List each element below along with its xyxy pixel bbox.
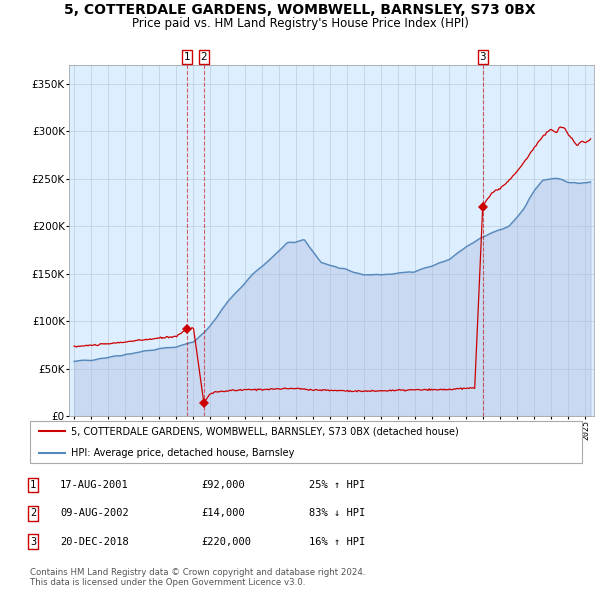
Text: 83% ↓ HPI: 83% ↓ HPI bbox=[309, 509, 365, 518]
Text: 1: 1 bbox=[30, 480, 36, 490]
Text: 16% ↑ HPI: 16% ↑ HPI bbox=[309, 537, 365, 546]
Text: 1: 1 bbox=[184, 52, 190, 62]
Text: £14,000: £14,000 bbox=[201, 509, 245, 518]
Text: 2: 2 bbox=[30, 509, 36, 518]
Text: £92,000: £92,000 bbox=[201, 480, 245, 490]
FancyBboxPatch shape bbox=[30, 421, 582, 463]
Text: 3: 3 bbox=[479, 52, 486, 62]
Text: Price paid vs. HM Land Registry's House Price Index (HPI): Price paid vs. HM Land Registry's House … bbox=[131, 17, 469, 30]
Text: 17-AUG-2001: 17-AUG-2001 bbox=[60, 480, 129, 490]
Text: 09-AUG-2002: 09-AUG-2002 bbox=[60, 509, 129, 518]
Text: 5, COTTERDALE GARDENS, WOMBWELL, BARNSLEY, S73 0BX: 5, COTTERDALE GARDENS, WOMBWELL, BARNSLE… bbox=[64, 3, 536, 17]
Text: 25% ↑ HPI: 25% ↑ HPI bbox=[309, 480, 365, 490]
Text: Contains HM Land Registry data © Crown copyright and database right 2024.
This d: Contains HM Land Registry data © Crown c… bbox=[30, 568, 365, 587]
Text: 5, COTTERDALE GARDENS, WOMBWELL, BARNSLEY, S73 0BX (detached house): 5, COTTERDALE GARDENS, WOMBWELL, BARNSLE… bbox=[71, 427, 459, 436]
Text: HPI: Average price, detached house, Barnsley: HPI: Average price, detached house, Barn… bbox=[71, 448, 295, 457]
Text: 2: 2 bbox=[200, 52, 207, 62]
Text: £220,000: £220,000 bbox=[201, 537, 251, 546]
Text: 3: 3 bbox=[30, 537, 36, 546]
Text: 20-DEC-2018: 20-DEC-2018 bbox=[60, 537, 129, 546]
